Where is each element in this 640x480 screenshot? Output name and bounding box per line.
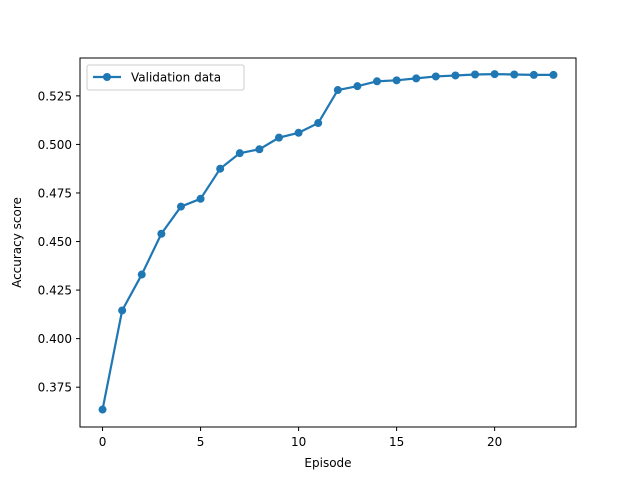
data-point	[333, 86, 342, 95]
data-point	[157, 229, 166, 238]
y-tick-label: 0.400	[38, 332, 72, 346]
data-point	[196, 194, 205, 203]
data-point	[451, 71, 460, 80]
legend: Validation data	[86, 64, 245, 91]
x-axis: 0 5 10 15 20	[99, 427, 502, 449]
data-point	[274, 133, 283, 142]
legend-entry-label: Validation data	[131, 71, 221, 85]
data-point	[392, 76, 401, 85]
y-tick-label: 0.375	[38, 381, 72, 395]
x-axis-label: Episode	[304, 456, 351, 470]
x-tick-label: 15	[389, 435, 404, 449]
data-point	[353, 82, 362, 91]
data-point	[255, 145, 264, 154]
data-point	[412, 74, 421, 83]
data-point	[510, 70, 519, 79]
data-point	[471, 70, 480, 79]
y-tick-label: 0.475	[38, 186, 72, 200]
data-point	[373, 77, 382, 86]
data-point	[490, 70, 499, 79]
plot-layer	[98, 70, 558, 414]
data-point	[235, 149, 244, 158]
x-tick-label: 0	[99, 435, 107, 449]
data-point	[176, 202, 185, 211]
legend-marker-sample	[103, 73, 111, 81]
data-point	[137, 270, 146, 279]
y-tick-label: 0.450	[38, 235, 72, 249]
y-tick-label: 0.525	[38, 89, 72, 103]
data-point	[431, 72, 440, 81]
data-point	[529, 70, 538, 79]
y-axis: 0.375 0.400 0.425 0.450 0.475 0.500 0.525	[38, 89, 80, 395]
y-tick-label: 0.425	[38, 284, 72, 298]
x-tick-label: 20	[487, 435, 502, 449]
x-tick-label: 5	[197, 435, 205, 449]
legend-box	[86, 64, 245, 91]
data-point	[98, 405, 107, 414]
data-point	[216, 164, 225, 173]
x-tick-label: 10	[291, 435, 306, 449]
plot-frame	[79, 57, 577, 428]
data-point	[118, 306, 127, 315]
data-point	[314, 119, 323, 128]
data-point	[549, 70, 558, 79]
y-axis-label: Accuracy score	[10, 197, 24, 288]
y-tick-label: 0.500	[38, 138, 72, 152]
data-point	[294, 128, 303, 137]
